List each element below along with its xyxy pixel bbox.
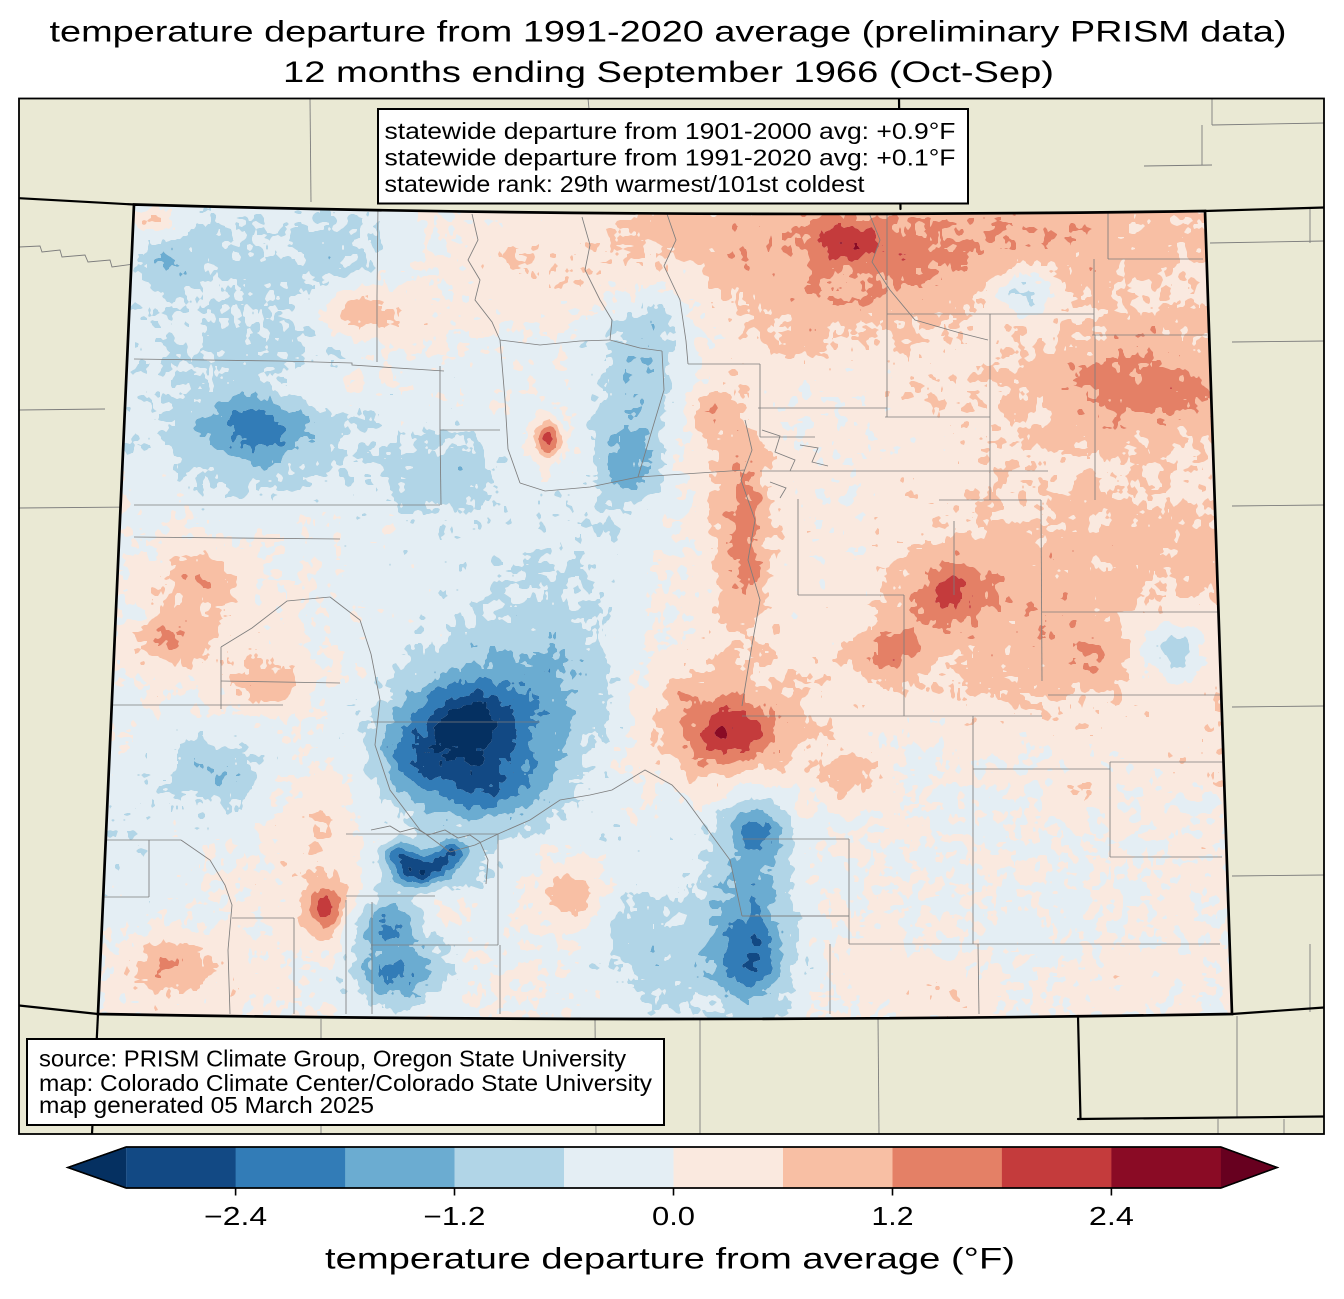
svg-text:temperature departure from 199: temperature departure from 1991-2020 ave… [50,16,1287,49]
svg-text:−2.4: −2.4 [204,1203,267,1231]
svg-text:temperature departure from ave: temperature departure from average (°F) [325,1243,1015,1276]
svg-text:2.4: 2.4 [1089,1203,1134,1231]
svg-text:statewide rank: 29th warmest/1: statewide rank: 29th warmest/101st colde… [385,171,866,197]
svg-text:0.0: 0.0 [652,1203,695,1231]
svg-text:1.2: 1.2 [872,1203,914,1231]
svg-text:map generated 05 March 2025: map generated 05 March 2025 [39,1092,374,1118]
svg-text:12 months ending September 196: 12 months ending September 1966 (Oct-Sep… [283,56,1054,89]
svg-text:statewide departure from 1991-: statewide departure from 1991-2020 avg: … [385,145,956,171]
svg-text:source: PRISM Climate Group, O: source: PRISM Climate Group, Oregon Stat… [39,1046,627,1072]
svg-text:−1.2: −1.2 [424,1203,486,1231]
svg-text:statewide departure from 1901-: statewide departure from 1901-2000 avg: … [385,118,956,144]
svg-text:map: Colorado Climate Center/C: map: Colorado Climate Center/Colorado St… [39,1070,653,1096]
